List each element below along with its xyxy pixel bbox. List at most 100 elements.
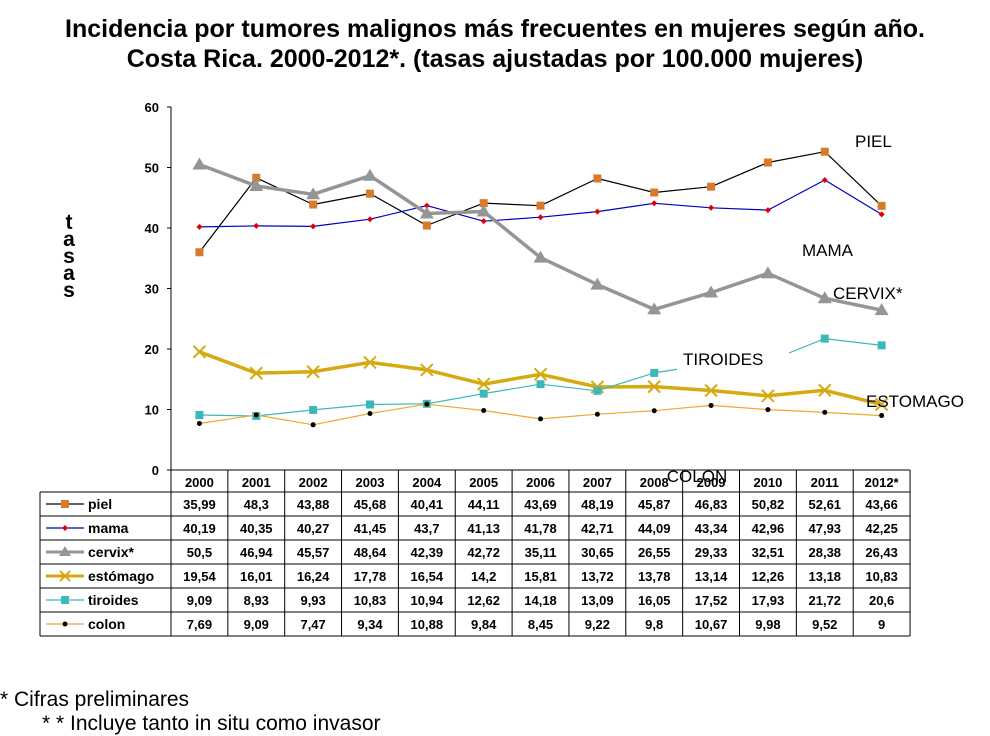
y-tick-label-10: 10 — [145, 403, 159, 418]
table-cell-colon-2005: 9,84 — [471, 617, 497, 632]
table-header-2000: 2000 — [185, 475, 214, 490]
series-label-piel: PIEL — [855, 132, 892, 151]
point-mama-2004 — [423, 202, 430, 209]
table-cell-piel-2007: 48,19 — [581, 497, 614, 512]
table-cell-cervix-2007: 30,65 — [581, 545, 614, 560]
table-cell-cervix-2012: 26,43 — [865, 545, 898, 560]
table-cell-piel-2011: 52,61 — [809, 497, 842, 512]
point-piel-2010 — [763, 158, 772, 167]
table-cell-estmago-2001: 16,01 — [240, 569, 273, 584]
point-estmago-2006 — [533, 367, 548, 382]
table-cell-cervix-2009: 29,33 — [695, 545, 728, 560]
table-cell-estmago-2008: 13,78 — [638, 569, 671, 584]
table-cell-colon-2002: 7,47 — [300, 617, 325, 632]
table-cell-estmago-2006: 15,81 — [524, 569, 557, 584]
table-header-2012: 2012* — [865, 475, 900, 490]
point-piel-2000 — [195, 248, 204, 257]
table-header-2006: 2006 — [526, 475, 555, 490]
legend-marker-tiroides — [61, 596, 69, 604]
table-cell-tiroides-2002: 9,93 — [300, 593, 325, 608]
point-piel-2009 — [707, 182, 716, 191]
point-piel-2011 — [820, 147, 829, 156]
point-piel-2007 — [593, 174, 602, 183]
table-cell-tiroides-2000: 9,09 — [187, 593, 212, 608]
point-cervix-2005 — [476, 204, 491, 217]
point-cervix-2010 — [760, 266, 775, 279]
table-header-2011: 2011 — [811, 475, 839, 490]
point-colon-2011 — [822, 409, 828, 415]
point-cervix-2002 — [306, 187, 321, 200]
table-cell-cervix-2002: 45,57 — [297, 545, 330, 560]
point-tiroides-2006 — [536, 380, 545, 389]
table-cell-mama-2008: 44,09 — [638, 521, 671, 536]
table-cell-piel-2001: 48,3 — [244, 497, 269, 512]
point-cervix-2011 — [817, 291, 832, 304]
table-cell-cervix-2005: 42,72 — [467, 545, 500, 560]
legend-marker-mama — [62, 525, 68, 531]
table-cell-piel-2012: 43,66 — [865, 497, 898, 512]
legend-name-cervix: cervix* — [88, 544, 134, 560]
footnote-in-situ: * * Incluye tanto in situ como invasor — [42, 712, 381, 735]
point-cervix-2012 — [874, 303, 889, 316]
point-estmago-2002 — [306, 365, 320, 379]
table-header-2010: 2010 — [753, 475, 782, 490]
point-cervix-2003 — [362, 168, 377, 181]
series-label-mama: MAMA — [802, 241, 854, 260]
table-cell-estmago-2002: 16,24 — [297, 569, 330, 584]
table-cell-mama-2005: 41,13 — [467, 521, 500, 536]
point-colon-2009 — [708, 402, 714, 408]
point-estmago-2005 — [476, 377, 491, 391]
point-cervix-2007 — [590, 277, 605, 290]
point-mama-2001 — [253, 222, 260, 229]
table-cell-cervix-2003: 48,64 — [354, 545, 387, 560]
point-piel-2012 — [877, 201, 886, 210]
point-piel-2001 — [252, 173, 261, 182]
legend-name-piel: piel — [88, 496, 112, 512]
table-header-2008: 2008 — [640, 475, 669, 490]
legend-name-mama: mama — [88, 520, 129, 536]
table-cell-mama-2001: 40,35 — [240, 521, 273, 536]
point-colon-2008 — [651, 408, 657, 414]
table-header-2002: 2002 — [299, 475, 328, 490]
point-estmago-2010 — [761, 389, 775, 403]
point-estmago-2011 — [818, 383, 832, 397]
point-estmago-2012 — [874, 397, 889, 412]
point-piel-2004 — [422, 221, 431, 230]
point-colon-2005 — [481, 407, 487, 413]
point-estmago-2001 — [249, 366, 263, 380]
legend-marker-piel — [61, 500, 69, 508]
table-cell-piel-2006: 43,69 — [524, 497, 557, 512]
point-tiroides-2000 — [195, 411, 204, 420]
table-cell-piel-2000: 35,99 — [183, 497, 216, 512]
table-cell-colon-2001: 9,09 — [244, 617, 269, 632]
point-mama-2008 — [651, 200, 658, 207]
point-cervix-2009 — [704, 285, 719, 298]
table-cell-mama-2009: 43,34 — [695, 521, 728, 536]
point-colon-2004 — [424, 401, 430, 407]
table-header-2004: 2004 — [412, 475, 442, 490]
chart-title-line2: Costa Rica. 2000-2012*. (tasas ajustadas… — [126, 45, 864, 73]
point-piel-2005 — [479, 199, 488, 208]
point-piel-2002 — [309, 200, 318, 209]
legend-marker-estmago — [59, 570, 71, 582]
series-line-cervix — [198, 162, 882, 312]
point-colon-2000 — [196, 420, 202, 426]
point-colon-2007 — [594, 411, 600, 417]
point-tiroides-2008 — [650, 368, 659, 377]
point-cervix-2004 — [419, 206, 434, 219]
table-cell-cervix-2011: 28,38 — [809, 545, 842, 560]
y-tick-label-50: 50 — [145, 161, 159, 176]
table-cell-cervix-2001: 46,94 — [240, 545, 273, 560]
table-cell-tiroides-2004: 10,94 — [411, 593, 444, 608]
point-cervix-2000 — [192, 157, 207, 170]
table-cell-mama-2002: 40,27 — [297, 521, 330, 536]
y-tick-label-30: 30 — [145, 282, 159, 297]
point-colon-2012 — [879, 413, 885, 419]
chart-title-line1: Incidencia por tumores malignos más frec… — [65, 15, 925, 43]
table-cell-mama-2003: 41,45 — [354, 521, 387, 536]
table-cell-tiroides-2008: 16,05 — [638, 593, 671, 608]
point-estmago-2009 — [704, 383, 718, 398]
legend-marker-colon — [62, 621, 68, 627]
table-cell-colon-2011: 9,52 — [812, 617, 837, 632]
table-cell-mama-2000: 40,19 — [183, 521, 216, 536]
